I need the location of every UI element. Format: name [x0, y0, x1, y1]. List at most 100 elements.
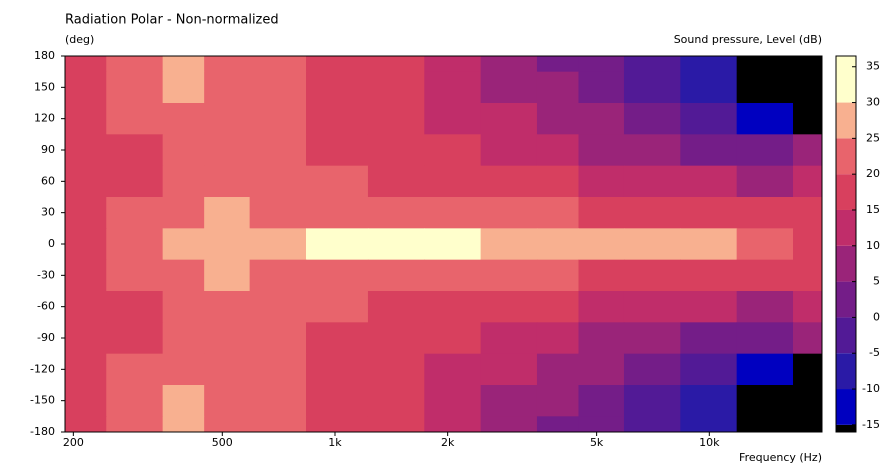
heat-cell	[65, 228, 107, 261]
heat-cell	[204, 134, 251, 167]
heat-cell	[249, 416, 307, 433]
heat-cell	[736, 353, 794, 386]
heat-cell	[367, 165, 425, 198]
y-tick-label: 30	[41, 206, 55, 219]
colorbar-band	[836, 389, 856, 425]
colorbar-frame	[835, 55, 857, 433]
heat-cell	[106, 259, 164, 292]
heat-cell	[249, 322, 307, 355]
heat-cell	[536, 416, 579, 433]
heat-cell	[204, 228, 251, 261]
colorbar-tick-label: -10	[862, 382, 880, 395]
colorbar-band	[836, 281, 856, 318]
heat-cell	[106, 353, 164, 386]
colorbar-band	[836, 56, 856, 103]
heatmap	[65, 56, 823, 433]
heat-cell	[536, 385, 579, 417]
y-tick-label: -30	[37, 268, 55, 281]
heat-cell	[162, 385, 205, 417]
colorbar-tick-label: -15	[862, 418, 880, 431]
heat-cell	[536, 259, 579, 292]
heat-cell	[680, 259, 738, 292]
heat-cell	[204, 416, 251, 433]
heat-cell	[536, 165, 579, 198]
heat-cell	[623, 322, 681, 355]
heat-cell	[424, 385, 482, 417]
heat-cell	[793, 56, 823, 73]
colorbar-band	[836, 353, 856, 390]
colorbar-label: Sound pressure, Level (dB)	[674, 33, 822, 46]
y-tick-label: 180	[34, 49, 55, 62]
y-tick-label: -180	[30, 425, 55, 438]
heat-cell	[578, 103, 625, 135]
heat-cell	[162, 228, 205, 261]
heat-cell	[736, 56, 794, 73]
heat-cell	[578, 353, 625, 386]
x-tick-label: 1k	[328, 436, 342, 449]
heat-cell	[424, 353, 482, 386]
heat-cell	[680, 103, 738, 135]
heat-cell	[578, 291, 625, 323]
heat-cell	[65, 103, 107, 135]
heat-cell	[536, 103, 579, 135]
heat-cell	[480, 197, 538, 229]
heat-cell	[623, 71, 681, 104]
heat-cell	[204, 103, 251, 135]
heat-cell	[305, 291, 369, 323]
heat-cell	[367, 228, 425, 261]
heat-cell	[162, 56, 205, 73]
colorbar-tick-label: 0	[873, 310, 880, 323]
y-axis-label: (deg)	[65, 33, 94, 46]
heat-cell	[65, 134, 107, 167]
chart-title: Radiation Polar - Non-normalized	[65, 13, 279, 28]
heat-cell	[249, 353, 307, 386]
y-tick-label: -90	[37, 331, 55, 344]
colorbar-band	[836, 424, 856, 432]
heat-cell	[204, 197, 251, 229]
heat-cell	[680, 416, 738, 433]
heat-cell	[480, 353, 538, 386]
heat-cell	[793, 322, 823, 355]
heat-cell	[249, 103, 307, 135]
heat-cell	[623, 385, 681, 417]
heat-cell	[162, 322, 205, 355]
heat-cell	[623, 291, 681, 323]
heat-cell	[424, 259, 482, 292]
heat-cell	[623, 259, 681, 292]
heat-cell	[424, 416, 482, 433]
heat-cell	[106, 385, 164, 417]
heat-cell	[249, 291, 307, 323]
heat-cell	[305, 416, 369, 433]
heat-cell	[480, 259, 538, 292]
heat-cell	[367, 291, 425, 323]
heat-cell	[680, 228, 738, 261]
heat-cell	[162, 259, 205, 292]
heat-cell	[367, 197, 425, 229]
heat-cell	[424, 228, 482, 261]
heat-cell	[367, 71, 425, 104]
heat-cell	[305, 385, 369, 417]
heat-cell	[578, 322, 625, 355]
heat-cell	[424, 291, 482, 323]
heat-cell	[162, 71, 205, 104]
heat-cell	[793, 291, 823, 323]
heat-cell	[249, 71, 307, 104]
heat-cell	[736, 291, 794, 323]
y-tick-label: 150	[34, 80, 55, 93]
heat-cell	[65, 353, 107, 386]
heat-cell	[480, 71, 538, 104]
heat-cell	[736, 134, 794, 167]
heat-cell	[680, 165, 738, 198]
colorbar-tick-label: 10	[866, 239, 880, 252]
heat-cell	[536, 353, 579, 386]
heat-cell	[106, 322, 164, 355]
heat-cell	[480, 291, 538, 323]
heat-cell	[736, 197, 794, 229]
heat-cell	[204, 259, 251, 292]
colorbar-tick-label: 30	[866, 96, 880, 109]
heat-cell	[578, 228, 625, 261]
heat-cell	[536, 71, 579, 104]
heat-cell	[680, 322, 738, 355]
heat-cell	[305, 197, 369, 229]
heat-cell	[305, 56, 369, 73]
